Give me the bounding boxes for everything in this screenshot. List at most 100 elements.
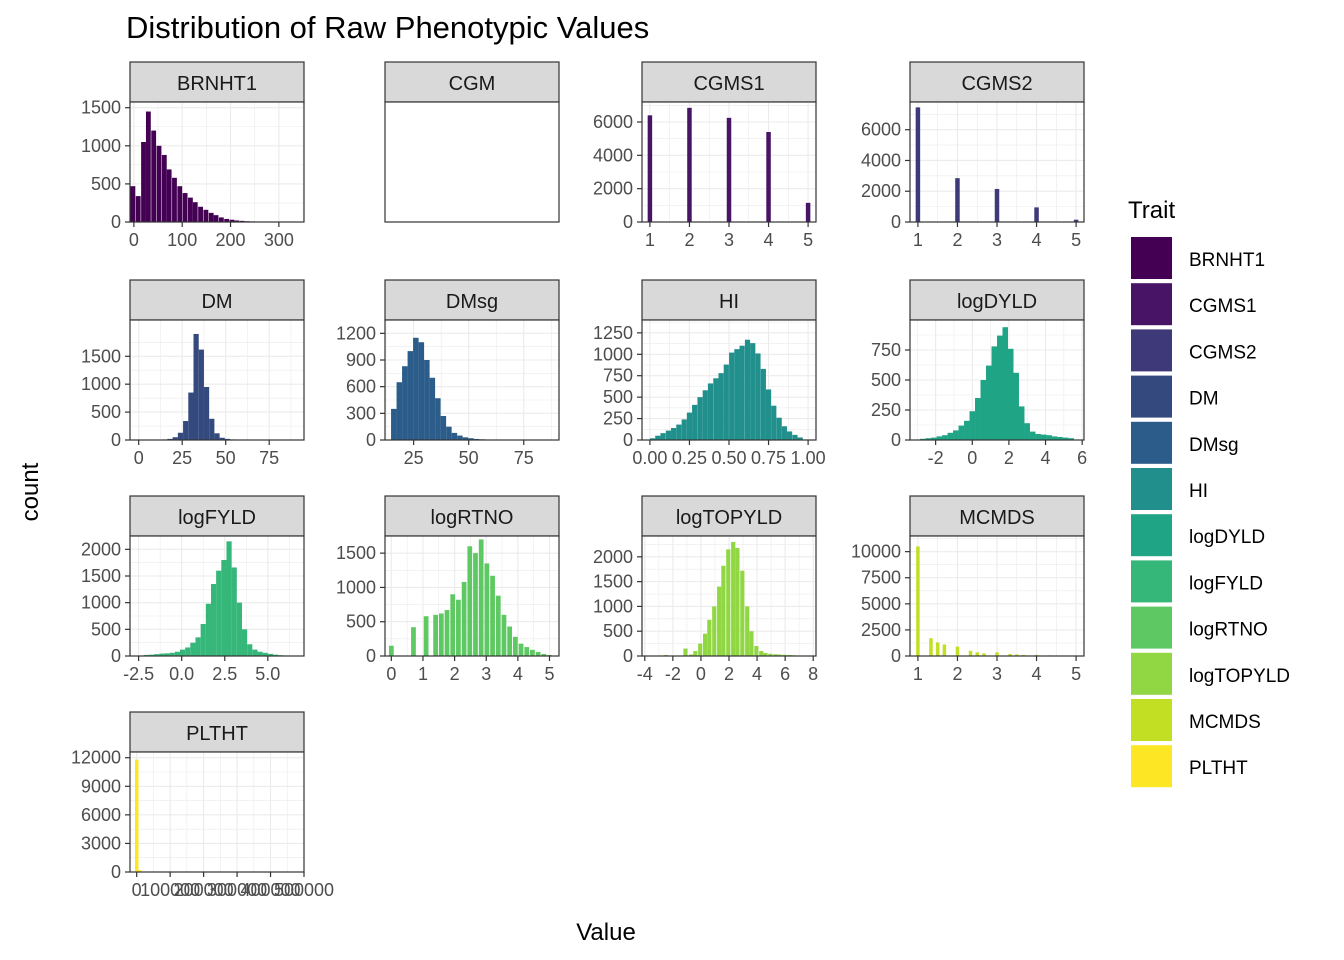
legend-swatch	[1131, 283, 1172, 326]
x-tick-label: 100000	[140, 880, 200, 900]
histogram-bar	[1062, 437, 1069, 440]
legend-label: CGMS1	[1189, 296, 1257, 317]
histogram-bar	[507, 626, 513, 656]
gridlines	[130, 320, 304, 441]
histogram-bar	[229, 219, 235, 222]
histogram-bar	[272, 654, 279, 656]
histogram-bar	[805, 202, 811, 222]
legend-item-logdyld: logDYLD	[1131, 514, 1265, 557]
histogram-bar	[729, 352, 735, 440]
y-tick-label: 500	[91, 619, 121, 639]
histogram-bar	[151, 130, 157, 222]
histogram-bar	[161, 154, 167, 222]
y-tick-label: 3000	[81, 833, 121, 853]
x-tick-label: 3	[992, 664, 1002, 684]
histogram-bar	[424, 360, 430, 440]
panel-border	[129, 751, 305, 873]
histogram-bar	[203, 209, 209, 222]
y-tick-label: 1000	[593, 596, 633, 616]
histogram-bar	[484, 563, 490, 656]
histogram-bar	[145, 111, 151, 222]
histogram-bar	[172, 177, 177, 222]
facet-cgms1: CGMS1 1 2 3 4 5 0 2000 4000 6000	[593, 61, 817, 250]
histogram-bar	[997, 335, 1003, 440]
histogram-bar	[198, 349, 204, 440]
y-tick-label: 0	[891, 212, 901, 232]
histogram-bar	[185, 647, 191, 656]
plot-background	[130, 752, 304, 872]
histogram-bar	[665, 430, 672, 440]
histogram-bar	[221, 560, 227, 656]
facet-dmsg: DMsg 25 50 75 0 300 600 900 1200	[336, 279, 560, 468]
histogram-bar	[164, 653, 170, 656]
histogram-bar	[726, 549, 731, 656]
histogram-bar	[391, 408, 397, 440]
histogram-bar	[702, 390, 708, 440]
legend-swatch	[1131, 745, 1172, 788]
histogram-bar	[786, 431, 793, 440]
facet-brnht1: BRNHT1 0 100 200 300 0 500 1000 1500	[81, 61, 305, 250]
histogram-bar	[1008, 653, 1012, 656]
legend-swatch	[1131, 375, 1172, 418]
legend-swatch	[1131, 421, 1172, 464]
histogram-bar	[707, 383, 714, 440]
x-tick-label: 0.50	[711, 448, 746, 468]
histogram-bar	[495, 595, 501, 656]
histogram-bar	[450, 594, 456, 656]
x-tick-label: 0	[132, 880, 142, 900]
facet-strip-cgm	[384, 61, 560, 103]
y-tick-label: 0	[111, 212, 121, 232]
histogram-bar	[182, 193, 188, 222]
histogram-bar	[955, 646, 960, 656]
histogram-bar	[763, 653, 768, 656]
facet-strip-label: HI	[719, 291, 739, 313]
histogram-bar	[524, 647, 530, 656]
legend-label: logRTNO	[1189, 620, 1268, 641]
histogram-bar	[210, 584, 217, 656]
legend-swatch	[1131, 652, 1172, 695]
histogram-bar	[915, 107, 921, 222]
histogram-bar	[435, 398, 441, 440]
histogram-bar	[396, 382, 403, 440]
x-tick-label: -2	[928, 448, 944, 468]
histogram-bar	[257, 651, 263, 656]
x-tick-label: 5.0	[255, 664, 280, 684]
x-tick-label: 0	[134, 448, 144, 468]
histogram-bar	[188, 392, 194, 440]
histogram-bar	[208, 212, 214, 222]
histogram-bars	[391, 337, 551, 440]
histogram-bar	[723, 364, 729, 440]
histogram-bar	[760, 368, 766, 440]
histogram-bar	[660, 433, 666, 440]
facet-strip-label: DMsg	[446, 291, 498, 313]
x-tick-label: 2	[952, 230, 962, 250]
facet-strip-cgms2	[909, 61, 1085, 103]
panel-border	[384, 319, 560, 441]
facet-strip-label: PLTHT	[186, 723, 248, 745]
x-tick-label: 0.00	[632, 448, 667, 468]
histogram-bar	[969, 411, 976, 440]
facet-logrtno: logRTNO 0 1 2 3 4 5 0 500 1000 1500	[336, 495, 560, 684]
y-tick-label: 1500	[81, 566, 121, 586]
facet-strip-dm	[129, 279, 305, 321]
histogram-bar	[744, 339, 751, 440]
x-tick-label: 3	[992, 230, 1002, 250]
histogram-bars	[134, 759, 142, 872]
facet-strip-label: CGMS1	[693, 73, 764, 95]
panel-border	[129, 319, 305, 441]
facet-strip-label: logRTNO	[431, 507, 514, 529]
histogram-bar	[712, 606, 717, 656]
histogram-bar	[1007, 348, 1014, 440]
histogram-bar	[154, 654, 160, 656]
y-tick-label: 500	[91, 174, 121, 194]
y-tick-label: 10000	[851, 542, 901, 562]
legend-label: logTOPYLD	[1189, 666, 1290, 687]
histogram-bar	[137, 870, 142, 872]
histogram-bar	[1068, 438, 1074, 440]
histogram-bar	[169, 652, 175, 656]
histogram-bar	[192, 202, 198, 222]
histogram-bar	[765, 389, 772, 440]
y-tick-label: 1200	[336, 323, 376, 343]
facet-strip-label: CGMS2	[961, 73, 1032, 95]
facet-strip-logdyld	[909, 279, 1085, 321]
